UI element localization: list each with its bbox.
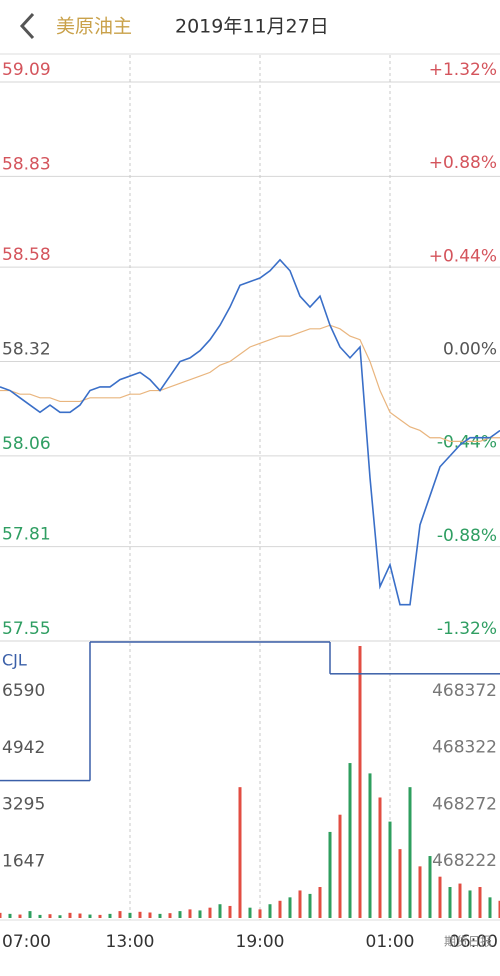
volume-bar (409, 787, 412, 918)
y-tick-label: 1647 (2, 851, 45, 871)
x-tick-label: 19:00 (236, 932, 285, 952)
y2-tick-label: +0.88% (429, 153, 497, 173)
y-tick-label: 57.81 (2, 525, 51, 545)
volume-bar (299, 890, 302, 918)
y2-tick-label: -1.32% (437, 619, 497, 639)
volume-bar (369, 773, 372, 918)
instrument-title[interactable]: 美原油主 (56, 16, 132, 38)
volume-bar (259, 909, 262, 918)
volume-bar (489, 897, 492, 918)
y-tick-label: 58.32 (2, 340, 51, 360)
volume-bar (29, 911, 32, 918)
date: 2019年11月27日 (175, 16, 329, 38)
volume-bar (419, 866, 422, 918)
y2-tick-label: 468372 (432, 681, 497, 701)
volume-bar (459, 884, 462, 918)
y-tick-label: 58.06 (2, 434, 51, 454)
x-tick-label: 01:00 (366, 932, 415, 952)
volume-bar (39, 915, 42, 918)
watermark: 期货日报 (444, 934, 492, 949)
volume-bar (99, 915, 102, 918)
y-tick-label: 3295 (2, 795, 45, 815)
volume-bar (249, 908, 252, 918)
volume-bar (159, 914, 162, 918)
volume-bar (229, 906, 232, 918)
volume-bar (399, 849, 402, 918)
volume-bar (209, 908, 212, 918)
y2-tick-label: -0.88% (437, 526, 497, 546)
volume-bar (379, 797, 382, 918)
volume-bar (49, 914, 52, 918)
y2-tick-label: 0.00% (443, 340, 497, 360)
volume-bar (389, 822, 392, 918)
volume-bar (329, 832, 332, 918)
volume-bar (119, 911, 122, 918)
volume-bar (89, 915, 92, 918)
volume-bar (449, 887, 452, 918)
volume-bar (79, 914, 82, 918)
volume-bar (189, 909, 192, 918)
volume-bar (429, 856, 432, 918)
volume-bar (439, 877, 442, 918)
volume-bar (139, 912, 142, 918)
x-tick-label: 13:00 (106, 932, 155, 952)
y-tick-label: 59.09 (2, 60, 51, 80)
y2-tick-label: 468322 (432, 738, 497, 758)
volume-bar (169, 913, 172, 918)
volume-bar (219, 904, 222, 918)
y2-tick-label: -0.44% (437, 433, 497, 453)
y2-tick-label: 468272 (432, 794, 497, 814)
volume-bar (199, 910, 202, 918)
volume-bar (309, 894, 312, 918)
y2-tick-label: +0.44% (429, 246, 497, 266)
volume-bar (319, 887, 322, 918)
y-tick-label: 58.58 (2, 245, 51, 265)
volume-bar (349, 763, 352, 918)
volume-bar (69, 913, 72, 918)
volume-bar (269, 904, 272, 918)
volume-bar (359, 646, 362, 918)
volume-bar (149, 912, 152, 918)
volume-bar (289, 897, 292, 918)
volume-bar (179, 911, 182, 918)
y-tick-label: 4942 (2, 738, 45, 758)
volume-bar (469, 890, 472, 918)
volume-bar (19, 915, 22, 918)
volume-bar (129, 913, 132, 918)
y-tick-label: 57.55 (2, 619, 51, 639)
y-tick-label: 6590 (2, 681, 45, 701)
volume-bar (0, 913, 2, 918)
volume-bar (9, 914, 12, 918)
volume-label: CJL (2, 651, 27, 670)
volume-bar (59, 915, 62, 918)
y2-tick-label: +1.32% (429, 60, 497, 80)
volume-bar (279, 901, 282, 918)
volume-bar (479, 887, 482, 918)
y2-tick-label: 468222 (432, 851, 497, 871)
volume-bar (339, 815, 342, 918)
volume-bar (239, 787, 242, 918)
x-tick-label: 07:00 (2, 932, 51, 952)
volume-bar (109, 914, 112, 918)
y-tick-label: 58.83 (2, 154, 51, 174)
